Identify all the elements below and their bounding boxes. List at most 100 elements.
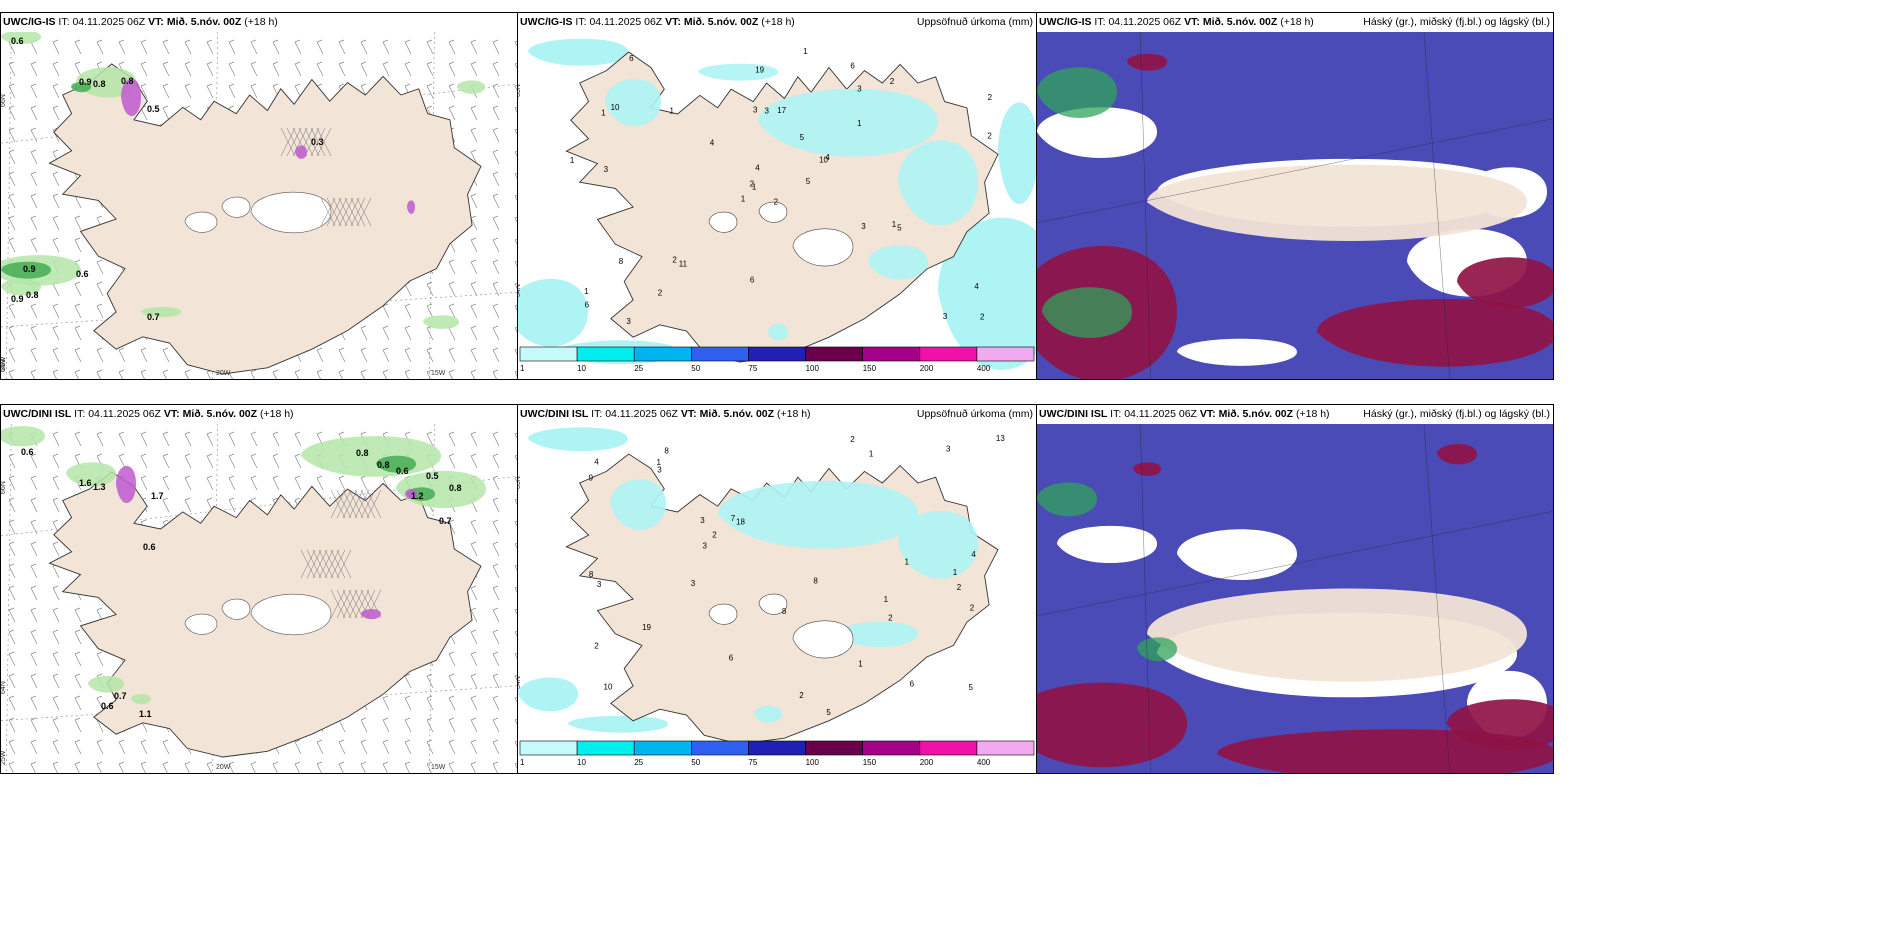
wind-barb [360, 347, 368, 363]
precip-value-label: 2 [594, 642, 599, 651]
vt-label: VT: [1184, 16, 1200, 28]
wind-barb [228, 475, 236, 491]
mid-cloud-area [1127, 53, 1167, 71]
gust-value-label: 1.7 [151, 491, 164, 501]
colorbar-swatch [919, 346, 978, 362]
wind-barb [426, 673, 434, 689]
grid-line [1139, 424, 1151, 773]
wind-barb [492, 193, 500, 209]
colorbar-tick: 200 [920, 364, 934, 373]
wind-barb [492, 325, 500, 341]
wind-barb [74, 237, 82, 253]
wind-barb [30, 105, 38, 121]
axis-label: 64N [1, 681, 7, 694]
wind-barb [30, 369, 37, 379]
panel-bottom-wind: UWC/DINI ISL IT: 04.11.2025 06Z VT: Mið.… [0, 404, 518, 774]
precip-area [838, 621, 918, 647]
wind-barb [492, 651, 500, 667]
gust-value-label: 0.6 [396, 466, 409, 476]
hatch-line [318, 549, 334, 579]
vt-value: Mið. 5.nóv. 00Z [699, 408, 775, 420]
wind-barb [74, 303, 82, 319]
precip-area [898, 140, 978, 226]
hatch-line [310, 127, 326, 157]
wind-barb [8, 475, 16, 491]
wind-barb [52, 761, 59, 773]
wind-barb [492, 519, 500, 535]
wind-barb [360, 475, 368, 491]
wind-barb [74, 281, 82, 297]
wind-barb [162, 739, 170, 755]
wind-barb [426, 739, 434, 755]
wind-barb [8, 325, 16, 341]
precip-value-label: 2 [712, 530, 717, 539]
wind-barb [52, 475, 60, 491]
colorbar-tick: 200 [920, 758, 934, 767]
wind-barb [294, 61, 302, 77]
precip-area [610, 479, 666, 530]
map-title: Uppsöfnuð úrkoma (mm) [916, 16, 1033, 28]
wind-barb [30, 215, 38, 231]
precip-area [518, 677, 578, 712]
wind-barb [8, 739, 16, 755]
wind-barb [316, 739, 324, 755]
wind-barb [30, 303, 38, 319]
wind-barb [206, 761, 213, 773]
precip-area [768, 323, 788, 341]
wind-barb [470, 193, 478, 209]
wind-barb [338, 61, 346, 77]
axis-label: 64N [518, 284, 522, 297]
wind-barb [492, 607, 500, 623]
wind-barb [228, 453, 236, 469]
wind-barb [448, 761, 455, 773]
precip-value-label: 13 [996, 434, 1005, 443]
wind-barb [30, 651, 38, 667]
gust-value-label: 0.6 [76, 269, 89, 279]
wind-barb [470, 585, 478, 601]
precip-value-label: 2 [988, 93, 993, 102]
precip-value-label: 4 [971, 550, 976, 559]
wind-barb [74, 739, 82, 755]
panel-header: UWC/IG-IS IT: 04.11.2025 06Z VT: Mið. 5.… [1037, 13, 1553, 32]
colorbar: 1 10 25 50 75 100 150 200 400 [519, 740, 1035, 767]
wind-barb [294, 369, 301, 379]
wind-barb [162, 761, 169, 773]
wind-barb [492, 347, 500, 363]
precip-value-label: 3 [691, 579, 696, 588]
graticule [1037, 424, 1553, 773]
panel-bottom-cloud: UWC/DINI ISL IT: 04.11.2025 06Z VT: Mið.… [1036, 404, 1554, 774]
wind-barb [228, 497, 236, 513]
precip-value-label: 3 [626, 317, 631, 326]
wind-barb [74, 369, 81, 379]
cloud-map [1037, 424, 1553, 773]
hatch-line [304, 127, 320, 157]
wind-barb [8, 127, 16, 143]
wind-barb [140, 431, 148, 447]
wind-barb [492, 629, 500, 645]
it-value: 04.11.2025 06Z [1108, 16, 1182, 28]
vt-value: Mið. 5.nóv. 00Z [166, 16, 242, 28]
wind-barb [162, 105, 170, 121]
precip-value-label: 4 [825, 153, 830, 162]
precip-value-label: 3 [597, 580, 602, 589]
wind-barb [294, 739, 302, 755]
gust-area-extreme [295, 145, 307, 159]
precip-value-label: 2 [658, 288, 663, 297]
wind-barb [162, 475, 170, 491]
precip-value-label: 2 [774, 198, 779, 207]
wind-barb [206, 61, 214, 77]
wind-barb [426, 39, 434, 55]
precip-area [528, 427, 628, 452]
lead-time: (+18 h) [761, 16, 795, 28]
hatch-line [324, 549, 340, 579]
wind-barb [382, 369, 389, 379]
colorbar-tick: 1 [520, 758, 525, 767]
wind-barb [470, 237, 478, 253]
gust-area-strong [1, 261, 51, 279]
wind-barb [492, 39, 500, 55]
wind-barb [492, 563, 500, 579]
wind-barb [360, 61, 368, 77]
precip-value-label: 3 [657, 466, 662, 475]
axis-label: 65N [518, 476, 522, 489]
wind-barb [470, 717, 478, 733]
